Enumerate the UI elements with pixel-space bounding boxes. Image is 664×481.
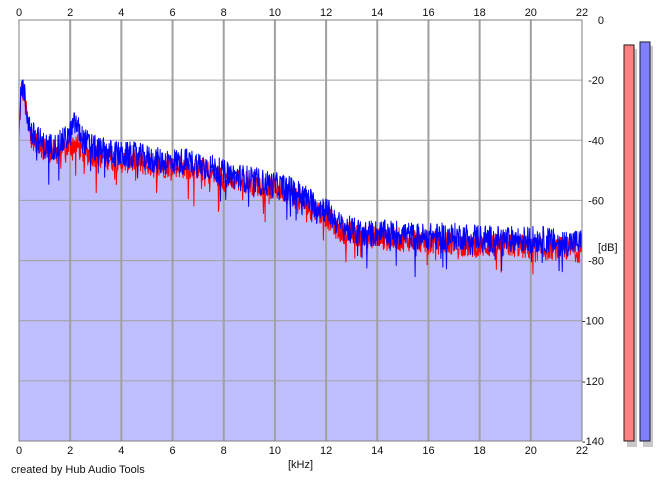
x-tick-label-top: 16 — [422, 7, 434, 19]
x-tick-label-top: 12 — [320, 7, 332, 19]
level-meter-2 — [639, 41, 651, 442]
x-tick-label-bottom: 12 — [320, 445, 332, 457]
x-tick-label-top: 2 — [67, 7, 73, 19]
x-tick-label-top: 10 — [269, 7, 281, 19]
credit-text: created by Hub Audio Tools — [11, 464, 145, 476]
y-tick-label: -40 — [588, 135, 604, 147]
level-meter-1 — [623, 44, 635, 442]
y-tick-label: -120 — [582, 376, 604, 388]
y-tick-label: -60 — [588, 195, 604, 207]
x-tick-label-bottom: 20 — [525, 445, 537, 457]
x-tick-label-bottom: 8 — [221, 445, 227, 457]
y-tick-label: -100 — [582, 316, 604, 328]
x-tick-label-top: 6 — [169, 7, 175, 19]
x-tick-label-bottom: 10 — [269, 445, 281, 457]
x-tick-label-top: 4 — [118, 7, 124, 19]
y-axis-unit-label: [dB] — [598, 242, 618, 254]
x-tick-label-top: 22 — [576, 7, 588, 19]
x-tick-label-bottom: 14 — [371, 445, 383, 457]
x-axis-unit-label: [kHz] — [288, 459, 313, 471]
y-tick-label: 0 — [598, 15, 604, 27]
x-tick-label-bottom: 6 — [169, 445, 175, 457]
x-tick-label-bottom: 4 — [118, 445, 124, 457]
x-tick-label-top: 20 — [525, 7, 537, 19]
x-tick-label-top: 18 — [474, 7, 486, 19]
y-tick-label: -140 — [582, 436, 604, 448]
x-tick-label-top: 8 — [221, 7, 227, 19]
x-tick-label-top: 14 — [371, 7, 383, 19]
plot-border — [18, 19, 583, 442]
x-tick-label-bottom: 16 — [422, 445, 434, 457]
x-tick-label-bottom: 0 — [16, 445, 22, 457]
x-tick-label-top: 0 — [16, 7, 22, 19]
x-tick-label-bottom: 22 — [576, 445, 588, 457]
x-tick-label-bottom: 2 — [67, 445, 73, 457]
y-tick-label: -20 — [588, 75, 604, 87]
x-tick-label-bottom: 18 — [474, 445, 486, 457]
series-line-2 — [18, 79, 583, 278]
y-tick-label: -80 — [588, 256, 604, 268]
